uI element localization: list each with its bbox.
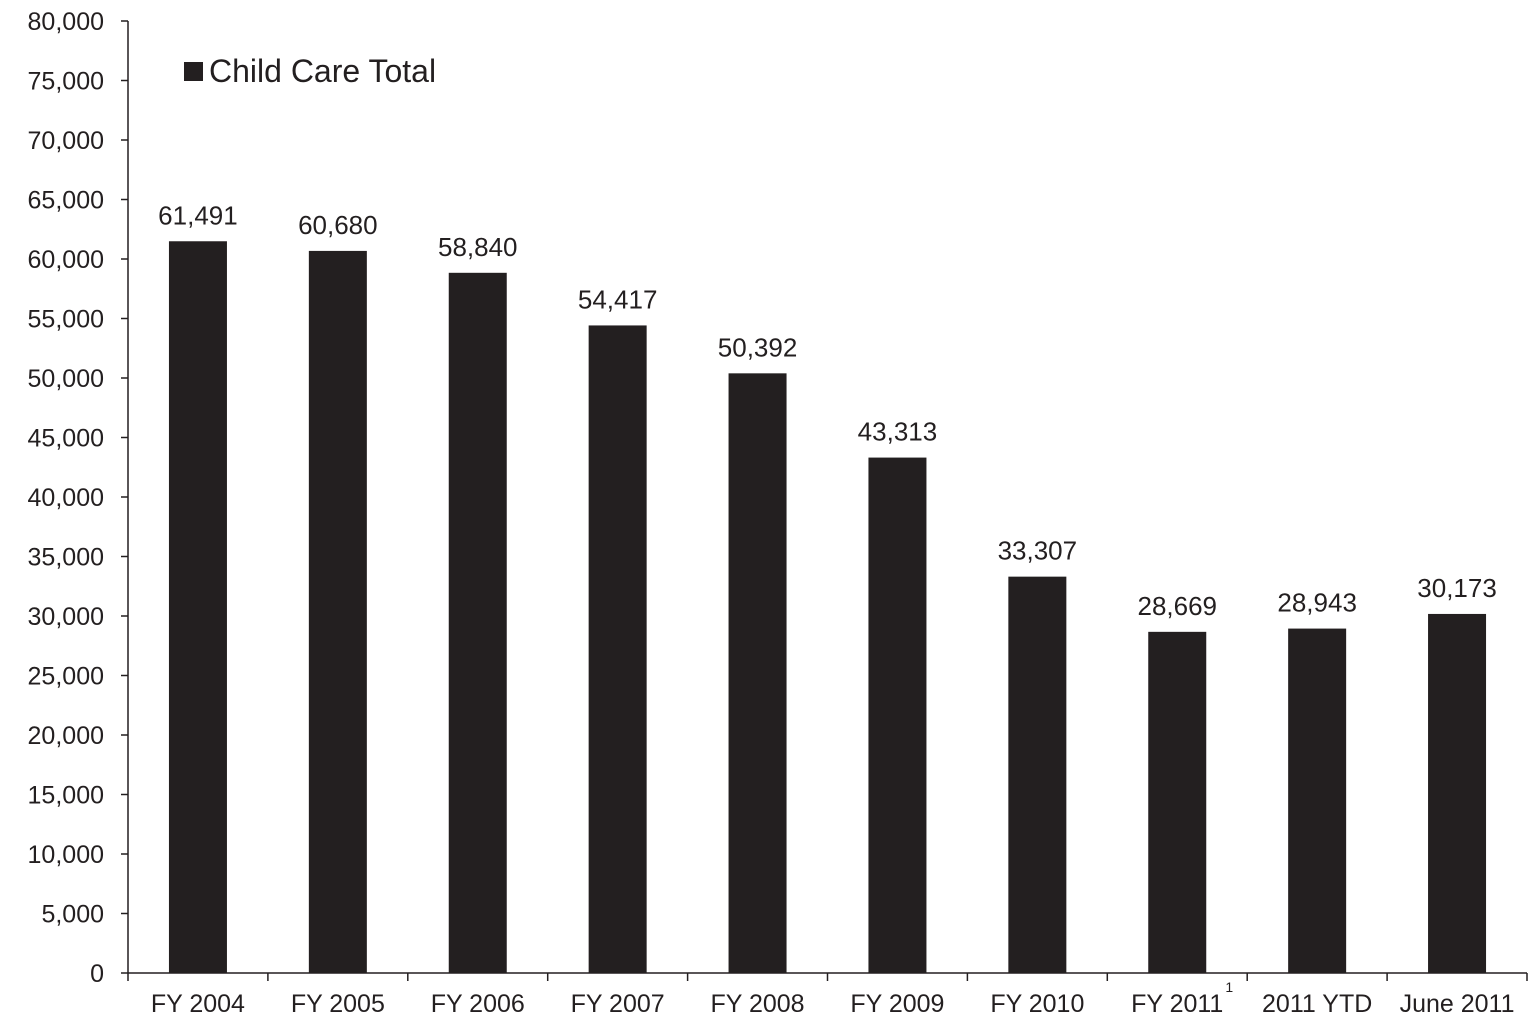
data-labels: 61,491 60,680 58,840 54,417 50,392 43,313 33,3… [158, 200, 1497, 621]
x-tick-label: June 2011 [1400, 990, 1515, 1018]
bar [728, 373, 787, 973]
y-tick-label: 80,000 [28, 8, 104, 36]
y-tick-label: 5,000 [41, 901, 104, 929]
y-tick-label: 25,000 [28, 663, 104, 691]
y-tick-label: 35,000 [28, 544, 104, 572]
x-tick-superscript: 1 [1225, 979, 1233, 995]
bar-value-label: 28,669 [1137, 591, 1217, 621]
bar-value-label: 30,173 [1417, 573, 1497, 603]
bar [1428, 613, 1487, 973]
y-tick-label: 30,000 [28, 603, 104, 631]
bar [1008, 576, 1067, 973]
x-tick-label: FY 2010 [990, 990, 1084, 1018]
bar [868, 457, 927, 973]
bars [168, 241, 1487, 974]
y-tick-label: 65,000 [28, 187, 104, 215]
bar [588, 325, 647, 973]
bar-value-label: 54,417 [578, 284, 658, 314]
y-tick-label: 45,000 [28, 425, 104, 453]
bar [168, 241, 227, 974]
bar-value-label: 58,840 [438, 232, 518, 262]
legend: Child Care Total [184, 53, 436, 89]
y-tick-label: 70,000 [28, 127, 104, 155]
y-tick-label: 15,000 [28, 782, 104, 810]
bar [1288, 628, 1347, 973]
x-tick-label: FY 2011 [1131, 990, 1223, 1018]
y-tick-label: 0 [90, 960, 104, 988]
x-tick-label: FY 2009 [850, 990, 944, 1018]
bar-value-label: 50,392 [718, 332, 798, 362]
bar-value-label: 61,491 [158, 200, 238, 230]
bar [308, 250, 367, 973]
x-tick-label: FY 2006 [431, 990, 525, 1018]
legend-label: Child Care Total [209, 53, 436, 89]
y-axis: 0 5,000 10,000 15,000 20,000 25,000 30,000 35,0… [28, 8, 129, 988]
x-tick-label: 2011 YTD [1262, 990, 1372, 1018]
x-tick-label: FY 2007 [571, 990, 665, 1018]
y-tick-label: 55,000 [28, 306, 104, 334]
y-tick-label: 40,000 [28, 484, 104, 512]
y-tick-label: 50,000 [28, 365, 104, 393]
bar-value-label: 28,943 [1277, 588, 1357, 618]
x-tick-label: FY 2008 [711, 990, 805, 1018]
y-tick-label: 20,000 [28, 722, 104, 750]
legend-swatch [184, 62, 203, 81]
y-tick-label: 10,000 [28, 841, 104, 869]
x-tick-label: FY 2004 [151, 990, 245, 1018]
bar [448, 272, 507, 974]
y-tick-label: 75,000 [28, 68, 104, 96]
bar-value-label: 43,313 [858, 417, 938, 447]
bar-value-label: 60,680 [298, 210, 378, 240]
y-tick-label: 60,000 [28, 246, 104, 274]
x-tick-label: FY 2005 [291, 990, 385, 1018]
bar-value-label: 33,307 [998, 536, 1078, 566]
x-axis: FY 2004 FY 2005 FY 2006 FY 2007 FY 2008 FY 20… [127, 972, 1528, 1018]
bar [1148, 631, 1207, 973]
